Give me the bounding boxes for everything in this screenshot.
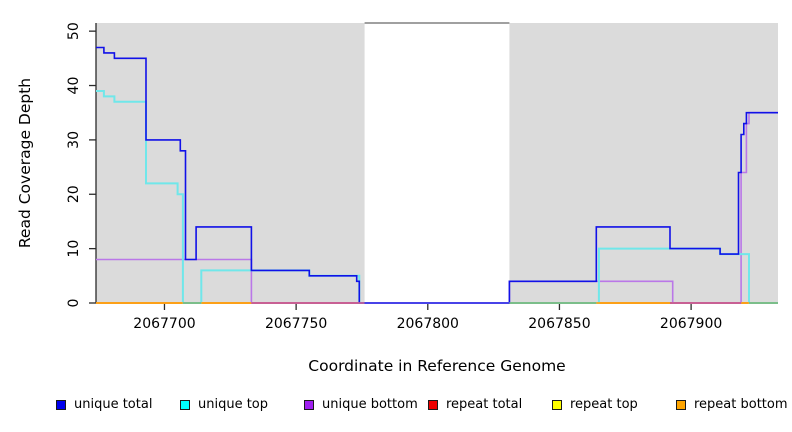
x-axis-title: Coordinate in Reference Genome	[308, 357, 566, 375]
y-tick-label: 50	[66, 22, 82, 40]
x-tick-label: 2067850	[528, 316, 590, 332]
y-tick-label: 0	[66, 299, 82, 308]
shaded-region	[509, 23, 778, 303]
y-tick-label: 10	[66, 240, 82, 258]
legend-label: repeat bottom	[694, 397, 788, 412]
legend-item-unique-total: unique total	[56, 398, 152, 412]
series-unique-total	[96, 46, 778, 304]
coverage-plot: 2067700 2067750 2067800 2067850 2067900 0 10 20…	[66, 22, 778, 332]
legend-label: unique bottom	[322, 397, 418, 412]
legend-item-repeat-bottom: repeat bottom	[676, 398, 788, 412]
legend-label: unique top	[198, 397, 269, 412]
x-tick-label: 2067700	[133, 316, 195, 332]
legend-label: repeat top	[570, 397, 638, 412]
y-tick-label: 20	[66, 185, 82, 203]
x-tick-label: 2067750	[265, 316, 327, 332]
legend-label: unique total	[74, 397, 153, 412]
legend-swatch-icon	[180, 400, 190, 410]
shaded-region	[96, 23, 365, 303]
legend-swatch-icon	[428, 400, 438, 410]
legend-item-repeat-total: repeat total	[428, 398, 522, 412]
legend-swatch-icon	[304, 400, 314, 410]
legend-swatch-icon	[676, 400, 686, 410]
y-tick-label: 40	[66, 77, 82, 95]
legend-label: repeat total	[446, 397, 523, 412]
legend-swatch-icon	[552, 400, 562, 410]
legend-item-unique-bottom: unique bottom	[304, 398, 418, 412]
legend-swatch-icon	[56, 400, 66, 410]
legend-item-unique-top: unique top	[180, 398, 268, 412]
y-tick-label: 30	[66, 131, 82, 149]
y-axis-title: Read Coverage Depth	[16, 77, 34, 249]
x-tick-label: 2067900	[660, 316, 722, 332]
legend-item-repeat-top: repeat top	[552, 398, 638, 412]
x-tick-label: 2067800	[397, 316, 459, 332]
